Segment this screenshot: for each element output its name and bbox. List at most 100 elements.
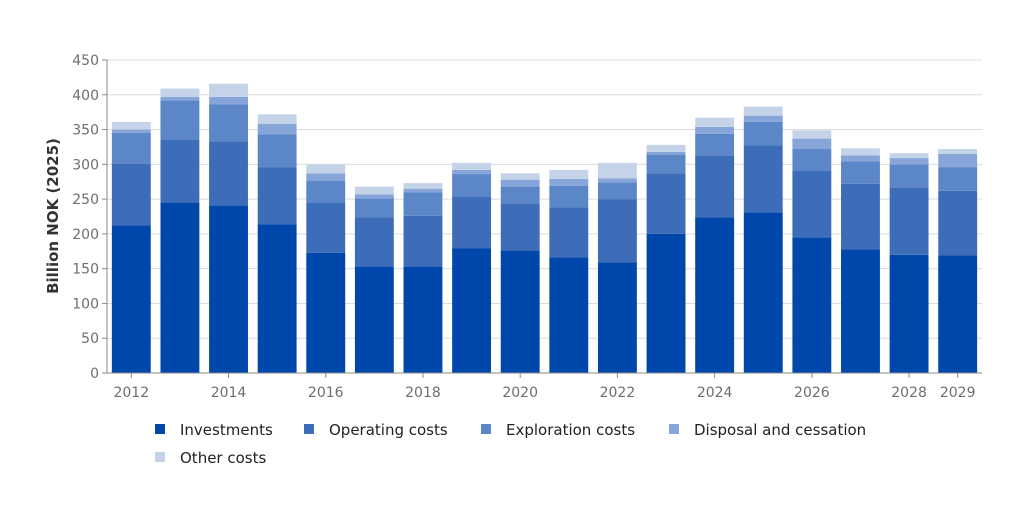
bar-segment (597, 182, 637, 200)
y-axis-title: Billion NOK (2025) (44, 138, 62, 294)
bar-segment (111, 225, 151, 373)
bar-segment (597, 262, 637, 373)
bar-segment (695, 133, 735, 156)
bar-segment (354, 217, 394, 267)
bar-segment (160, 96, 200, 101)
bar-segment (646, 144, 686, 152)
y-tick-label: 400 (72, 88, 99, 104)
bar-segment (549, 257, 589, 373)
bar-segment (500, 173, 540, 180)
bar-segment (792, 170, 832, 238)
bar-segment (354, 266, 394, 373)
bar-segment (160, 139, 200, 203)
bar-segment (306, 252, 346, 373)
bar-segment (938, 167, 978, 191)
bar-segment (257, 134, 297, 168)
bar-segment (549, 178, 589, 186)
bar-segment (111, 133, 151, 164)
bar-segment (354, 186, 394, 195)
bar-segment (403, 215, 443, 267)
bar-segment (257, 123, 297, 135)
bar-segment (792, 138, 832, 150)
bar-segment (938, 149, 978, 154)
bar-segment (111, 121, 151, 130)
x-tick-label: 2024 (697, 385, 733, 401)
bar-segment (695, 155, 735, 218)
bar-segment (841, 249, 880, 373)
bar-segment (841, 183, 880, 250)
bar-segment (452, 248, 492, 373)
bar-segment (889, 254, 929, 373)
bar-segment (500, 179, 540, 187)
bar-segment (743, 115, 783, 122)
legend-swatch (155, 424, 165, 434)
bar-segment (841, 155, 880, 162)
bar-segment (160, 100, 200, 140)
x-tick-label: 2029 (940, 385, 976, 401)
y-tick-labels: 0 50 100 150 200 250 300 350 400 450 (72, 53, 107, 382)
bar-segment (841, 161, 880, 184)
bar-segment (209, 104, 248, 142)
y-tick-label: 350 (72, 123, 99, 139)
bar-segment (695, 117, 735, 127)
bar-segment (889, 158, 929, 165)
bar-segment (646, 173, 686, 234)
bar-segment (695, 217, 735, 373)
bar-segment (889, 153, 929, 159)
bar-segment (792, 130, 832, 139)
legend: Investments Operating costs Exploration co… (155, 421, 866, 467)
bar-segment (452, 174, 492, 197)
bar-segment (452, 196, 492, 249)
y-tick-label: 250 (72, 192, 99, 208)
bar-segment (938, 255, 978, 373)
bar-segment (549, 207, 589, 258)
y-tick-label: 450 (72, 53, 99, 69)
legend-label: Disposal and cessation (694, 421, 866, 439)
legend-label: Other costs (180, 449, 266, 467)
axes (106, 60, 982, 374)
bar-segment (209, 205, 248, 373)
x-tick-label: 2012 (113, 385, 149, 401)
bar-segment (160, 202, 200, 373)
bar-segment (743, 106, 783, 116)
bar-segment (889, 187, 929, 255)
bar-segment (500, 250, 540, 373)
bar-segment (938, 190, 978, 256)
bar-segment (306, 164, 346, 174)
y-tick-label: 150 (72, 262, 99, 278)
bar-segment (792, 237, 832, 373)
bar-segment (257, 224, 297, 373)
bar-segment (452, 162, 492, 170)
legend-label: Exploration costs (506, 421, 635, 439)
legend-label: Investments (180, 421, 273, 439)
bar-segment (549, 169, 589, 179)
bar-segment (257, 167, 297, 225)
bar-segment (549, 185, 589, 208)
x-tick-label: 2022 (600, 385, 636, 401)
y-tick-label: 300 (72, 157, 99, 173)
bar-segment (354, 194, 394, 199)
legend-swatch (481, 424, 491, 434)
bar-segment (597, 162, 637, 179)
y-tick-label: 50 (81, 331, 99, 347)
bar-segment (500, 203, 540, 251)
bar-segment (306, 173, 346, 182)
bar-segment (111, 129, 151, 134)
bar-segment (160, 88, 200, 97)
bar-segment (354, 198, 394, 218)
x-tick-label: 2026 (794, 385, 830, 401)
y-tick-label: 200 (72, 227, 99, 243)
bar-segment (209, 83, 248, 97)
bar-segment (500, 186, 540, 204)
bar-segment (403, 183, 443, 189)
x-tick-labels: 2012 2014 2016 2018 2020 2022 2024 2026 2028 2029 (113, 373, 976, 401)
bar-segment (743, 145, 783, 213)
bar-segment (646, 154, 686, 174)
bar-segment (792, 149, 832, 171)
bar-segment (403, 192, 443, 216)
bar-segment (597, 199, 637, 263)
gridlines (107, 59, 982, 339)
bar-segment (452, 169, 492, 175)
y-tick-label: 100 (72, 296, 99, 312)
bar-segment (695, 126, 735, 134)
